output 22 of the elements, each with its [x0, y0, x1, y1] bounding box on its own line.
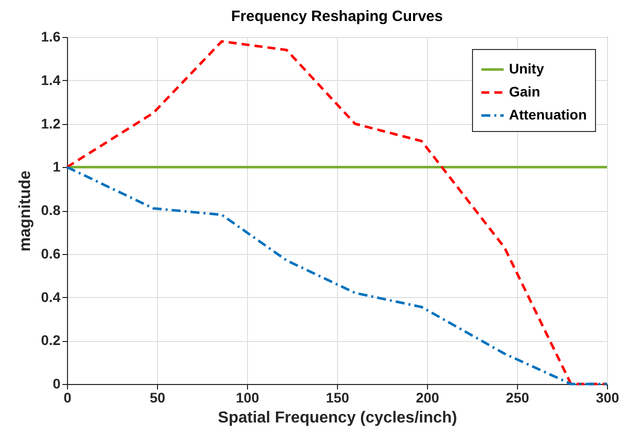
y-tick-label: 1.4: [41, 72, 61, 88]
y-tick-label: 0.6: [41, 245, 61, 262]
legend-label: Attenuation: [509, 106, 587, 122]
x-axis-title: Spatial Frequency (cycles/inch): [218, 410, 458, 426]
y-tick-label: 0.4: [41, 288, 61, 305]
x-tick-label: 200: [416, 390, 440, 406]
x-tick-label: 100: [236, 390, 260, 406]
x-tick-label: 300: [596, 390, 620, 406]
x-tick-label: 250: [506, 390, 530, 406]
y-axis-title: magnitude: [17, 170, 34, 252]
y-tick-label: 0.2: [41, 332, 61, 348]
y-tick-label: 1.2: [41, 115, 61, 132]
x-tick-label: 50: [150, 390, 166, 406]
y-tick-label: 0.8: [41, 202, 61, 218]
x-tick-label: 150: [326, 390, 350, 406]
legend-label: Unity: [509, 60, 544, 76]
y-tick-label: 1.6: [41, 28, 61, 44]
y-tick-label: 0: [52, 376, 61, 392]
legend-label: Gain: [509, 84, 540, 100]
y-tick-label: 1: [52, 158, 61, 175]
chart-title: Frequency Reshaping Curves: [231, 8, 443, 25]
x-tick-label: 0: [64, 390, 72, 406]
